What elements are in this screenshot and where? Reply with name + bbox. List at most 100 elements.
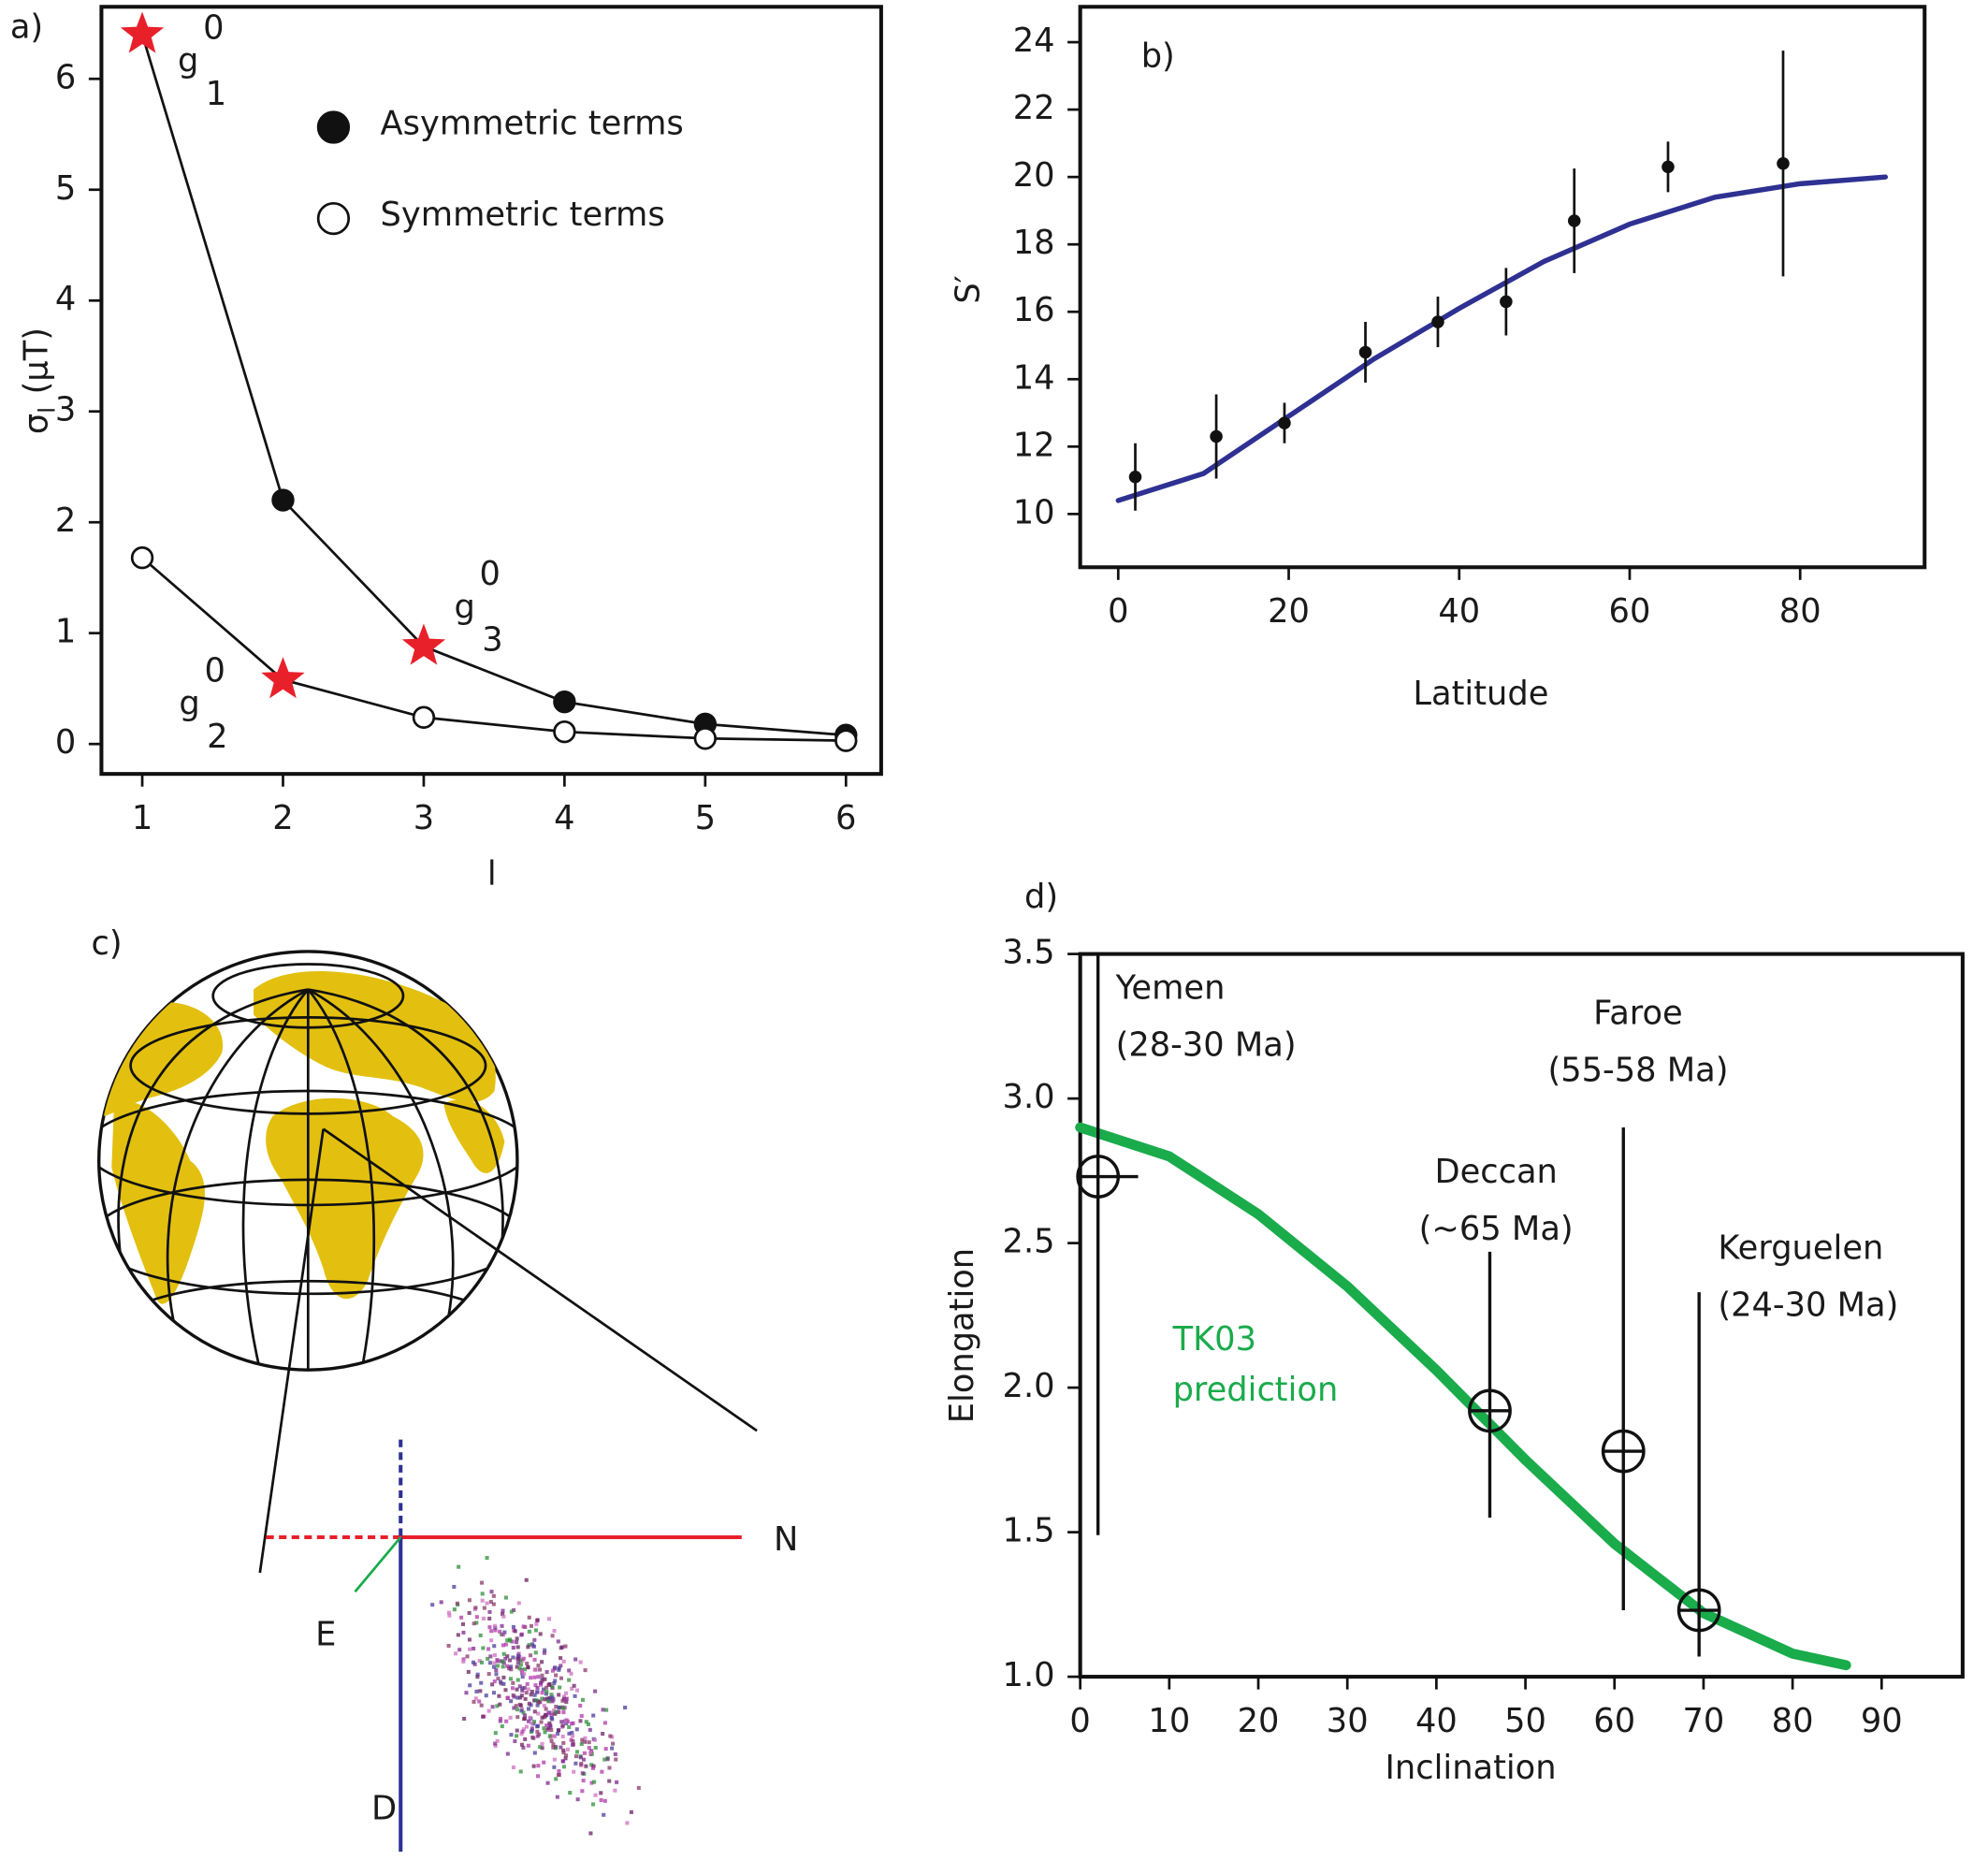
- sample-dot: [452, 1584, 457, 1590]
- star-label: g: [179, 685, 199, 723]
- sample-dot: [538, 1680, 544, 1685]
- sample-dot: [567, 1724, 572, 1729]
- sample-dot: [591, 1713, 596, 1718]
- sample-dot: [501, 1675, 506, 1679]
- sample-dot: [467, 1637, 472, 1642]
- sample-dot: [537, 1667, 543, 1672]
- data-point: [1358, 345, 1372, 359]
- data-point: [130, 545, 154, 570]
- sample-dot: [518, 1769, 523, 1774]
- y-axis-label: σl (μT): [18, 327, 61, 434]
- sample-dot: [507, 1658, 513, 1663]
- star-label-sup: 0: [204, 651, 225, 690]
- site-label: Faroe: [1593, 995, 1683, 1033]
- sample-dot: [453, 1651, 458, 1656]
- x-tick-label: 5: [695, 799, 716, 837]
- sample-dot: [486, 1672, 491, 1677]
- sample-dot: [493, 1628, 498, 1633]
- x-tick-label: 10: [1148, 1702, 1190, 1740]
- sample-dot: [507, 1637, 512, 1642]
- sample-cloud: [430, 1556, 641, 1836]
- x-tick-label: 40: [1415, 1702, 1458, 1740]
- sample-dot: [557, 1709, 561, 1714]
- x-tick-label: 0: [1108, 592, 1128, 631]
- sample-dot: [544, 1690, 549, 1694]
- sample-dot: [599, 1791, 603, 1795]
- y-tick-label: 22: [1013, 89, 1055, 127]
- sample-dot: [518, 1663, 523, 1667]
- sample-dot: [540, 1715, 544, 1720]
- sample-dot: [603, 1747, 608, 1751]
- sample-dot: [536, 1664, 541, 1668]
- sample-dot: [540, 1691, 544, 1695]
- sample-dot: [532, 1637, 537, 1642]
- sample-dot: [588, 1727, 592, 1732]
- sample-dot: [498, 1702, 502, 1707]
- sample-dot: [519, 1633, 524, 1637]
- sample-dot: [534, 1690, 540, 1694]
- sample-dot: [573, 1754, 578, 1759]
- sample-dot: [512, 1706, 516, 1710]
- y-tick-label: 24: [1013, 22, 1055, 60]
- sample-dot: [487, 1616, 492, 1621]
- sample-dot: [582, 1757, 587, 1762]
- sample-dot: [472, 1646, 476, 1651]
- sample-dot: [540, 1696, 544, 1701]
- sample-dot: [561, 1751, 566, 1755]
- sample-dot: [542, 1650, 546, 1655]
- sample-dot: [488, 1599, 493, 1605]
- y-tick-label: 2.5: [1003, 1223, 1055, 1261]
- panel: b) 0 20 40 60 80 10 12 14 16 18 20 22 24 Latitude S′: [950, 5, 1927, 713]
- x-tick-label: 3: [414, 799, 434, 837]
- sample-dot: [559, 1720, 564, 1724]
- sample-dot: [520, 1729, 525, 1734]
- sample-dot: [589, 1781, 594, 1785]
- sample-dot: [602, 1812, 606, 1817]
- data-point: [1777, 156, 1790, 170]
- sample-dot: [501, 1664, 505, 1669]
- sample-dot: [465, 1654, 470, 1659]
- sample-dot: [485, 1556, 489, 1561]
- sample-dot: [535, 1724, 540, 1729]
- sample-dot: [447, 1613, 452, 1618]
- sample-dot: [510, 1639, 515, 1644]
- sample-dot: [548, 1723, 553, 1728]
- sample-dot: [478, 1689, 483, 1693]
- sample-dot: [501, 1681, 506, 1686]
- sample-dot: [521, 1656, 526, 1661]
- sample-dot: [461, 1659, 466, 1664]
- sample-dot: [493, 1741, 498, 1746]
- sample-dot: [533, 1628, 538, 1633]
- sample-dot: [532, 1667, 537, 1672]
- sample-dot: [531, 1722, 536, 1726]
- sample-dot: [558, 1685, 562, 1690]
- y-tick-label: 10: [1013, 493, 1055, 531]
- sample-dot: [507, 1666, 512, 1671]
- sample-dot: [583, 1736, 588, 1740]
- x-axis-label: l: [487, 855, 497, 894]
- legend-marker: [316, 110, 351, 144]
- sample-dot: [530, 1642, 535, 1647]
- sample-dot: [497, 1693, 501, 1698]
- sample-dot: [532, 1751, 537, 1755]
- sample-dot: [481, 1646, 486, 1650]
- sample-dot: [533, 1683, 538, 1688]
- plot-frame: [1078, 5, 1927, 570]
- sample-dot: [516, 1601, 521, 1606]
- sample-dot: [557, 1768, 561, 1773]
- sample-dot: [530, 1721, 534, 1725]
- sample-dot: [515, 1687, 519, 1692]
- sample-dot: [590, 1766, 595, 1770]
- sample-dot: [546, 1699, 551, 1704]
- sample-dot: [561, 1748, 566, 1752]
- y-tick-label: 20: [1013, 156, 1055, 195]
- sample-dot: [564, 1753, 569, 1758]
- sample-dot: [513, 1738, 517, 1744]
- sample-dot: [573, 1693, 577, 1698]
- x-tick-label: 4: [554, 799, 574, 837]
- sample-dot: [460, 1621, 466, 1626]
- sample-dot: [501, 1651, 506, 1656]
- sample-dot: [551, 1745, 556, 1750]
- sample-dot: [561, 1659, 566, 1664]
- sample-dot: [530, 1690, 534, 1694]
